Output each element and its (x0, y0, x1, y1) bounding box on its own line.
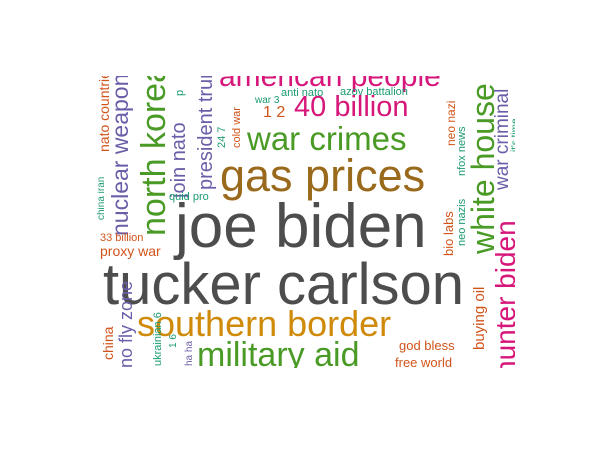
word-joe-biden: joe biden (175, 192, 427, 261)
word-its-time: it's time (510, 118, 515, 152)
word-southern-border: southern border (137, 303, 392, 344)
word-china: china (100, 326, 116, 360)
word-president-trump: president trump (195, 76, 217, 190)
word-cloud-area: joe biden tucker carlson gas prices sout… (97, 76, 515, 368)
word-free-world: free world (395, 355, 453, 368)
word-bio-labs: bio labs (441, 211, 456, 256)
word-nuclear-weapons: nuclear weapons (107, 76, 133, 236)
word-no-fly-zone: no fly zone (116, 280, 136, 368)
word-war-crimes: war crimes (247, 120, 407, 157)
word-neo-nazis: neo nazis (456, 198, 468, 246)
word-american-people: american people (219, 76, 441, 93)
word-1-6: 1 6 (168, 334, 179, 348)
word-nato-countries: nato countries (97, 76, 112, 152)
word-nfox-news: nfox news (456, 126, 468, 176)
word-quid-pro: quid pro (169, 191, 209, 203)
word-gas-prices: gas prices (220, 150, 426, 201)
word-tucker-carlson: tucker carlson (103, 252, 465, 317)
word-p: p (174, 89, 186, 96)
word-proxy-war: proxy war (100, 243, 161, 259)
word-cold-war: cold war (231, 107, 243, 148)
word-north-korea: north korea (135, 76, 173, 236)
word-china-iran: china iran (97, 176, 107, 220)
word-40-billion: 40 billion (294, 91, 409, 123)
word-ha-ha: ha ha (184, 340, 195, 366)
word-buying-oil: buying oil (471, 286, 488, 350)
word-33-billion: 33 billion (100, 232, 144, 244)
word-god-bless: god bless (399, 338, 455, 353)
word-anti-nato: anti nato (281, 87, 324, 99)
word-azov-battalion: azov battalion (340, 86, 408, 98)
word-hunter-biden: hunter biden (490, 220, 515, 368)
word-1-2: 1 2 (263, 104, 286, 121)
word-24-7: 24 7 (216, 126, 228, 148)
word-join-nato: join nato (168, 122, 190, 198)
word-war-3: war 3 (255, 95, 280, 106)
word-ukrainian-6: ukrainian 6 (152, 312, 164, 366)
word-military-aid: military aid (197, 336, 360, 368)
